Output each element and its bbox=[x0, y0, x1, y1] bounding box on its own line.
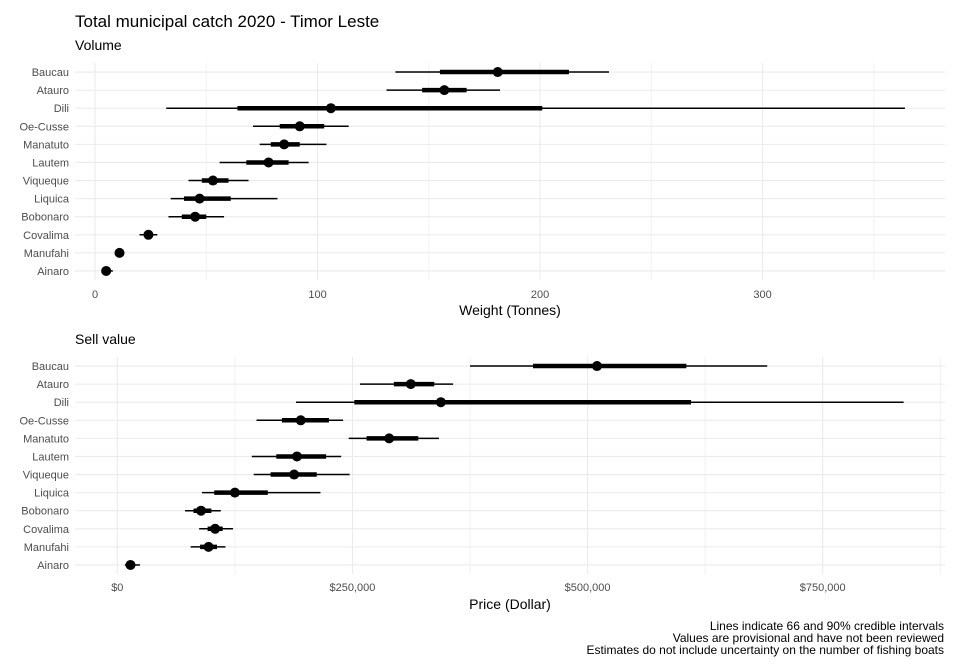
y-tick-label: Liquica bbox=[34, 194, 70, 206]
median-point bbox=[203, 541, 214, 552]
y-tick-label: Oe-Cusse bbox=[19, 121, 69, 133]
median-point bbox=[279, 139, 290, 150]
median-point bbox=[207, 175, 218, 186]
y-tick-label: Lautem bbox=[32, 451, 69, 463]
panel-subtitle: Sell value bbox=[75, 331, 136, 347]
y-tick-label: Dili bbox=[54, 103, 69, 115]
median-point bbox=[439, 85, 450, 96]
y-tick-label: Bobonaro bbox=[21, 506, 69, 518]
median-point bbox=[289, 469, 300, 480]
y-tick-label: Baucau bbox=[32, 67, 69, 79]
caption-line: Values are provisional and have not been… bbox=[673, 631, 944, 645]
median-point bbox=[435, 397, 446, 408]
y-tick-label: Dili bbox=[54, 397, 69, 409]
y-tick-label: Manufahi bbox=[24, 542, 69, 554]
median-point bbox=[294, 121, 305, 132]
y-tick-label: Manatuto bbox=[23, 433, 69, 445]
y-tick-label: Covalima bbox=[23, 230, 70, 242]
caption-line: Lines indicate 66 and 90% credible inter… bbox=[710, 619, 944, 633]
y-tick-label: Viqueque bbox=[23, 470, 69, 482]
x-axis-label: Price (Dollar) bbox=[469, 596, 551, 612]
median-point bbox=[492, 67, 503, 78]
x-tick-label: 100 bbox=[308, 289, 326, 301]
y-tick-label: Liquica bbox=[34, 488, 70, 500]
y-tick-label: Covalima bbox=[23, 524, 70, 536]
x-axis-label: Weight (Tonnes) bbox=[459, 302, 561, 318]
caption: Lines indicate 66 and 90% credible inter… bbox=[586, 619, 944, 657]
x-tick-label: 200 bbox=[531, 289, 549, 301]
median-point bbox=[196, 505, 207, 516]
gridlines bbox=[75, 357, 945, 574]
gridlines bbox=[75, 63, 945, 280]
x-tick-label: 0 bbox=[92, 289, 98, 301]
caption-line: Estimates do not include uncertainty on … bbox=[586, 643, 944, 657]
median-point bbox=[325, 103, 336, 114]
median-point bbox=[143, 229, 154, 240]
median-point bbox=[291, 451, 302, 462]
y-tick-label: Manufahi bbox=[24, 248, 69, 260]
median-point bbox=[114, 247, 125, 258]
y-tick-label: Lautem bbox=[32, 157, 69, 169]
y-tick-label: Viqueque bbox=[23, 176, 69, 188]
volume-panel: Volume 0 100 200 300 Weight (Tonnes) Baucau Ata… bbox=[19, 37, 945, 318]
median-point bbox=[592, 361, 602, 372]
x-tick-label: 300 bbox=[753, 289, 771, 301]
y-tick-label: Atauro bbox=[37, 379, 69, 391]
median-point bbox=[263, 157, 274, 168]
figure-title: Total municipal catch 2020 - Timor Leste bbox=[75, 12, 379, 31]
median-point bbox=[210, 523, 221, 534]
y-tick-label: Ainaro bbox=[37, 560, 69, 572]
x-tick-label: $250,000 bbox=[330, 582, 376, 594]
panel-subtitle: Volume bbox=[75, 37, 122, 53]
median-point bbox=[190, 211, 201, 222]
y-tick-label: Baucau bbox=[32, 361, 69, 373]
y-tick-label: Oe-Cusse bbox=[19, 415, 69, 427]
median-point bbox=[125, 559, 136, 570]
y-tick-label: Bobonaro bbox=[21, 212, 69, 224]
median-point bbox=[229, 487, 240, 498]
x-tick-label: $500,000 bbox=[565, 582, 611, 594]
median-point bbox=[295, 415, 306, 426]
median-point bbox=[405, 379, 416, 390]
y-tick-label: Atauro bbox=[37, 85, 69, 97]
median-point bbox=[384, 433, 395, 444]
x-tick-label: $0 bbox=[111, 582, 123, 594]
median-point bbox=[101, 265, 112, 276]
y-tick-label: Ainaro bbox=[37, 266, 69, 278]
sell-value-panel: Sell value $0 $250,000 $500,000 $750,000 Pric… bbox=[19, 331, 945, 612]
median-point bbox=[194, 193, 205, 204]
y-tick-label: Manatuto bbox=[23, 139, 69, 151]
x-tick-label: $750,000 bbox=[800, 582, 846, 594]
